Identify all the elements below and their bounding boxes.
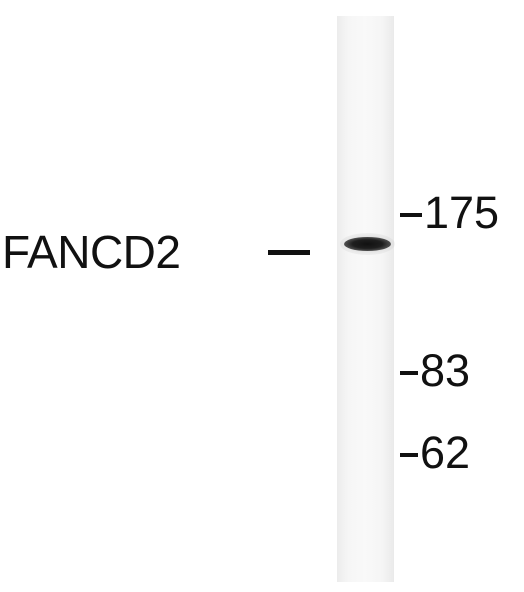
marker-tick [400,371,418,375]
marker-tick [400,453,418,457]
blot-lane [337,16,394,582]
protein-label: FANCD2 [2,226,181,278]
protein-band [344,237,391,251]
marker-value: 83 [420,345,471,396]
marker-value: 62 [420,427,471,478]
marker-value: 175 [424,187,500,238]
protein-label-dash [268,250,310,255]
marker-tick [400,213,422,217]
